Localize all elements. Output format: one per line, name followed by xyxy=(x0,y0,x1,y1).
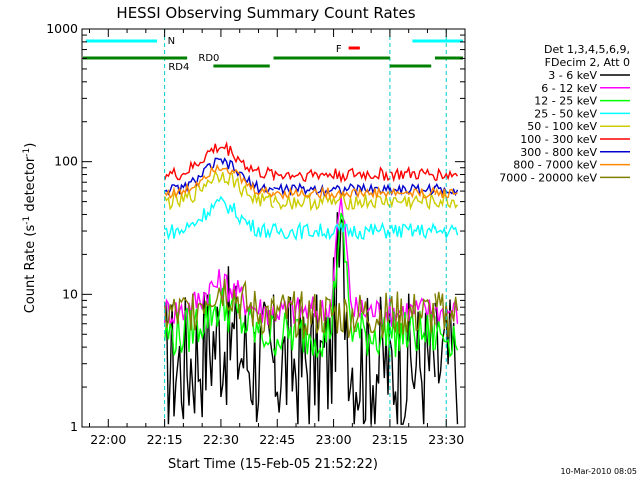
legend-label: 300 - 800 keV xyxy=(520,146,597,159)
legend-label: 100 - 300 keV xyxy=(520,133,597,146)
timestamp: 10-Mar-2010 08:05 xyxy=(561,467,638,476)
series-line xyxy=(163,169,459,212)
series-line xyxy=(164,195,459,242)
legend-label: 6 - 12 keV xyxy=(541,82,597,95)
x-tick-label: 23:30 xyxy=(428,432,464,447)
series-line xyxy=(164,163,458,201)
x-tick-label: 23:15 xyxy=(372,432,408,447)
y-axis: 1 10 100 1000 xyxy=(46,21,465,434)
annotation-layer: N F RD0 RD4 xyxy=(81,29,463,427)
data-layer xyxy=(163,140,459,425)
legend-label: 50 - 100 keV xyxy=(527,120,597,133)
y-axis-label: Count Rate (s-1 detector-1) xyxy=(22,143,38,314)
y-tick-label: 1000 xyxy=(46,21,78,36)
series-line xyxy=(163,278,459,339)
legend-header-2: FDecim 2, Att 0 xyxy=(545,56,630,69)
x-tick-label: 22:00 xyxy=(90,432,126,447)
legend-label: 800 - 7000 keV xyxy=(513,159,597,172)
series-line xyxy=(163,212,459,425)
series-line xyxy=(164,157,459,197)
night-label: N xyxy=(168,36,175,47)
rd0-label: RD0 xyxy=(198,53,219,64)
flare-label: F xyxy=(336,44,342,55)
legend-label: 3 - 6 keV xyxy=(548,69,597,82)
legend-label: 25 - 50 keV xyxy=(534,107,597,120)
chart-title: HESSI Observing Summary Count Rates xyxy=(116,4,415,22)
rd4-label: RD4 xyxy=(168,62,189,73)
legend: Det 1,3,4,5,6,9, FDecim 2, Att 0 3 - 6 k… xyxy=(499,43,630,184)
series-line xyxy=(163,140,459,184)
x-tick-label: 22:30 xyxy=(203,432,239,447)
x-tick-label: 22:45 xyxy=(259,432,295,447)
legend-header-1: Det 1,3,4,5,6,9, xyxy=(544,43,630,56)
y-tick-label: 100 xyxy=(54,154,78,169)
series-line xyxy=(163,212,459,358)
plot-frame xyxy=(81,28,466,428)
x-axis-label: Start Time (15-Feb-05 21:52:22) xyxy=(168,457,378,472)
y-tick-label: 10 xyxy=(62,286,78,301)
y-tick-label: 1 xyxy=(70,419,78,434)
legend-label: 12 - 25 keV xyxy=(534,95,597,108)
series-line xyxy=(163,197,459,327)
x-tick-label: 22:15 xyxy=(147,432,183,447)
legend-label: 7000 - 20000 keV xyxy=(499,171,597,184)
x-axis: 22:00 22:15 22:30 22:45 23:00 23:15 23:30 xyxy=(89,29,466,447)
x-tick-label: 23:00 xyxy=(316,432,352,447)
